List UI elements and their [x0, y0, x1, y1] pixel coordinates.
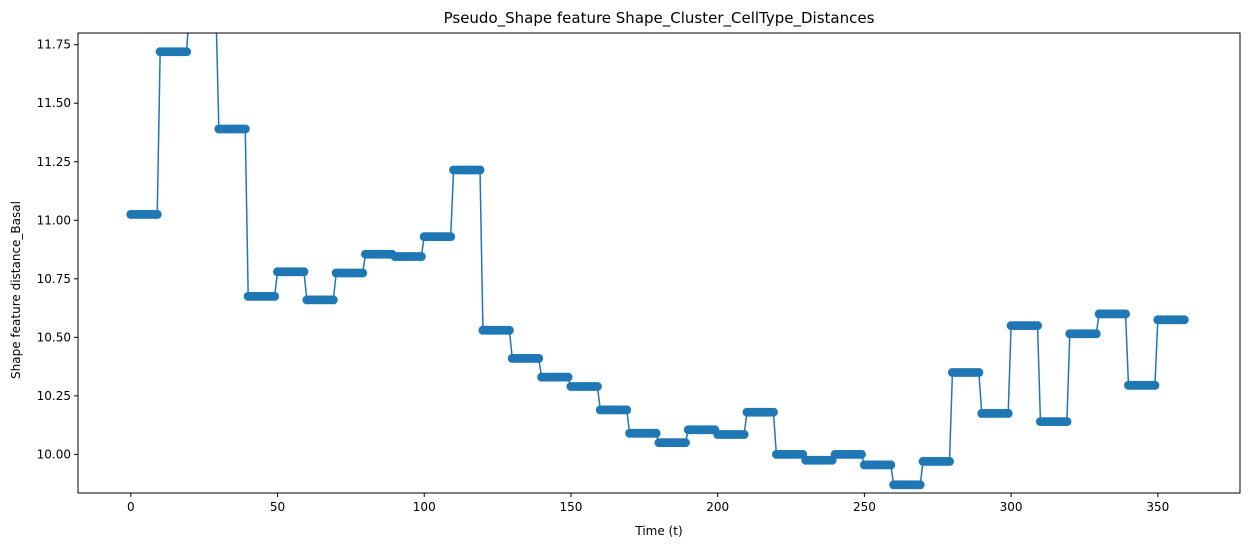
data-point [1150, 380, 1160, 390]
y-tick-label: 11.00 [37, 213, 71, 227]
x-tick-label: 150 [560, 500, 583, 514]
data-point [504, 325, 514, 335]
data-point [299, 267, 309, 277]
data-point [680, 438, 690, 448]
data-point [240, 124, 250, 134]
y-tick-label: 10.50 [37, 330, 71, 344]
data-point [915, 480, 925, 490]
x-tick-label: 300 [1000, 500, 1023, 514]
y-tick-label: 11.75 [37, 38, 71, 52]
data-point [622, 405, 632, 415]
data-point [886, 460, 896, 470]
y-tick-label: 10.25 [37, 389, 71, 403]
x-tick-label: 0 [127, 500, 135, 514]
data-point [739, 429, 749, 439]
y-tick-label: 11.25 [37, 155, 71, 169]
data-point [1121, 309, 1131, 319]
data-point [768, 407, 778, 417]
data-point [475, 165, 485, 175]
data-point [1179, 315, 1189, 325]
data-point [592, 381, 602, 391]
data-point [945, 456, 954, 466]
x-tick-label: 200 [706, 500, 729, 514]
y-axis-title: Shape feature distance_Basal [9, 201, 23, 379]
data-point [446, 232, 456, 242]
data-point [328, 295, 338, 305]
x-axis-title: Time (t) [634, 524, 682, 538]
data-point [856, 449, 866, 459]
y-axis: 10.00 10.25 10.50 10.75 11.00 11.25 11.50 11.75 [37, 38, 78, 461]
data-point [152, 209, 162, 219]
data-point [358, 268, 368, 278]
y-tick-label: 10.00 [37, 447, 71, 461]
x-tick-label: 350 [1146, 500, 1169, 514]
x-axis: 0 50 100 150 200 250 300 350 [127, 493, 1169, 514]
plot-area [126, 33, 1189, 490]
data-point [270, 291, 280, 301]
data-point [1091, 329, 1101, 339]
chart-title: Pseudo_Shape feature Shape_Cluster_CellT… [444, 9, 875, 28]
data-point [534, 353, 544, 363]
data-point [182, 47, 192, 57]
x-tick-label: 50 [270, 500, 285, 514]
series-line [130, 33, 1185, 486]
data-point [651, 428, 661, 438]
data-point [1062, 417, 1072, 427]
data-point [1003, 408, 1013, 418]
y-tick-label: 10.75 [37, 272, 71, 286]
data-point [974, 367, 984, 377]
data-point [416, 252, 426, 262]
data-point [563, 372, 573, 382]
plot-frame [77, 32, 1241, 494]
x-tick-label: 100 [413, 500, 436, 514]
y-tick-label: 11.50 [37, 96, 71, 110]
data-point [1033, 321, 1043, 331]
series-group [126, 33, 1189, 490]
x-tick-label: 250 [853, 500, 876, 514]
